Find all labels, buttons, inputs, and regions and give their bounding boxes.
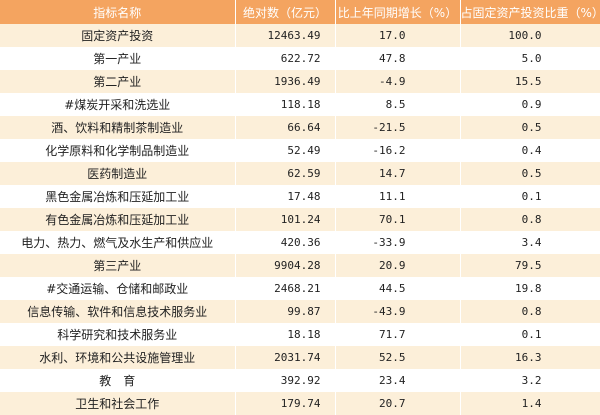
name-cell: 科学研究和技术服务业 xyxy=(0,323,236,346)
number-cell: 8.5 xyxy=(335,93,461,116)
table-row: #交通运输、仓储和邮政业 2468.21 44.5 19.8 xyxy=(0,277,600,300)
number-cell: 14.7 xyxy=(335,162,461,185)
table-row: 第一产业 622.72 47.8 5.0 xyxy=(0,47,600,70)
number-cell: 101.24 xyxy=(235,208,336,231)
name-cell: 水利、环境和公共设施管理业 xyxy=(0,346,236,369)
name-cell: 第一产业 xyxy=(0,47,236,70)
number-cell: 2468.21 xyxy=(235,277,336,300)
table-body: 固定资产投资 12463.49 17.0 100.0 第一产业 622.72 47.8 5.0… xyxy=(0,24,600,415)
number-cell: 3.4 xyxy=(460,231,600,254)
number-cell: 3.2 xyxy=(460,369,600,392)
table-row: 第二产业 1936.49 -4.9 15.5 xyxy=(0,70,600,93)
number-cell: 118.18 xyxy=(235,93,336,116)
number-cell: 179.74 xyxy=(235,392,336,415)
number-cell: 52.5 xyxy=(335,346,461,369)
table-row: 固定资产投资 12463.49 17.0 100.0 xyxy=(0,24,600,47)
number-cell: 70.1 xyxy=(335,208,461,231)
number-cell: 2031.74 xyxy=(235,346,336,369)
number-cell: 420.36 xyxy=(235,231,336,254)
number-cell: -16.2 xyxy=(335,139,461,162)
header-row: 指标名称 绝对数（亿元） 比上年同期增长（%） 占固定资产投资比重（%） xyxy=(0,0,600,24)
number-cell: 0.8 xyxy=(460,300,600,323)
number-cell: 9904.28 xyxy=(235,254,336,277)
number-cell: 20.9 xyxy=(335,254,461,277)
number-cell: -43.9 xyxy=(335,300,461,323)
header-cell: 指标名称 xyxy=(0,0,236,24)
number-cell: 392.92 xyxy=(235,369,336,392)
name-cell: 酒、饮料和精制茶制造业 xyxy=(0,116,236,139)
table-row: 教 育 392.92 23.4 3.2 xyxy=(0,369,600,392)
name-cell: 有色金属冶炼和压延加工业 xyxy=(0,208,236,231)
number-cell: 5.0 xyxy=(460,47,600,70)
table-row: 黑色金属冶炼和压延加工业 17.48 11.1 0.1 xyxy=(0,185,600,208)
number-cell: 79.5 xyxy=(460,254,600,277)
name-cell: 第二产业 xyxy=(0,70,236,93)
name-cell: 信息传输、软件和信息技术服务业 xyxy=(0,300,236,323)
table-row: 有色金属冶炼和压延加工业 101.24 70.1 0.8 xyxy=(0,208,600,231)
number-cell: -21.5 xyxy=(335,116,461,139)
number-cell: 0.1 xyxy=(460,323,600,346)
name-cell: 医药制造业 xyxy=(0,162,236,185)
number-cell: 23.4 xyxy=(335,369,461,392)
table-row: 医药制造业 62.59 14.7 0.5 xyxy=(0,162,600,185)
number-cell: 71.7 xyxy=(335,323,461,346)
name-cell: 化学原料和化学制品制造业 xyxy=(0,139,236,162)
name-cell: #煤炭开采和洗选业 xyxy=(0,93,236,116)
table-row: 卫生和社会工作 179.74 20.7 1.4 xyxy=(0,392,600,415)
number-cell: 17.0 xyxy=(335,24,461,47)
name-cell: 教 育 xyxy=(0,369,236,392)
number-cell: 0.5 xyxy=(460,116,600,139)
number-cell: 19.8 xyxy=(460,277,600,300)
number-cell: 17.48 xyxy=(235,185,336,208)
number-cell: 100.0 xyxy=(460,24,600,47)
number-cell: 44.5 xyxy=(335,277,461,300)
table-row: 酒、饮料和精制茶制造业 66.64 -21.5 0.5 xyxy=(0,116,600,139)
table-row: 电力、热力、燃气及水生产和供应业 420.36 -33.9 3.4 xyxy=(0,231,600,254)
number-cell: 16.3 xyxy=(460,346,600,369)
number-cell: 99.87 xyxy=(235,300,336,323)
number-cell: 0.1 xyxy=(460,185,600,208)
number-cell: 11.1 xyxy=(335,185,461,208)
name-cell: 卫生和社会工作 xyxy=(0,392,236,415)
number-cell: 20.7 xyxy=(335,392,461,415)
header-cell: 绝对数（亿元） xyxy=(235,0,336,24)
number-cell: 62.59 xyxy=(235,162,336,185)
table-row: #煤炭开采和洗选业 118.18 8.5 0.9 xyxy=(0,93,600,116)
name-cell: 电力、热力、燃气及水生产和供应业 xyxy=(0,231,236,254)
table-row: 化学原料和化学制品制造业 52.49 -16.2 0.4 xyxy=(0,139,600,162)
number-cell: 622.72 xyxy=(235,47,336,70)
table-row: 科学研究和技术服务业 18.18 71.7 0.1 xyxy=(0,323,600,346)
number-cell: 0.8 xyxy=(460,208,600,231)
name-cell: 第三产业 xyxy=(0,254,236,277)
number-cell: 15.5 xyxy=(460,70,600,93)
table-row: 水利、环境和公共设施管理业 2031.74 52.5 16.3 xyxy=(0,346,600,369)
number-cell: 18.18 xyxy=(235,323,336,346)
name-cell: #交通运输、仓储和邮政业 xyxy=(0,277,236,300)
name-cell: 黑色金属冶炼和压延加工业 xyxy=(0,185,236,208)
table-row: 信息传输、软件和信息技术服务业 99.87 -43.9 0.8 xyxy=(0,300,600,323)
number-cell: 0.4 xyxy=(460,139,600,162)
number-cell: 12463.49 xyxy=(235,24,336,47)
number-cell: 52.49 xyxy=(235,139,336,162)
name-cell: 固定资产投资 xyxy=(0,24,236,47)
number-cell: -33.9 xyxy=(335,231,461,254)
number-cell: 47.8 xyxy=(335,47,461,70)
number-cell: -4.9 xyxy=(335,70,461,93)
number-cell: 1.4 xyxy=(460,392,600,415)
number-cell: 1936.49 xyxy=(235,70,336,93)
header-cell: 比上年同期增长（%） xyxy=(335,0,461,24)
number-cell: 0.5 xyxy=(460,162,600,185)
table-row: 第三产业 9904.28 20.9 79.5 xyxy=(0,254,600,277)
header-cell: 占固定资产投资比重（%） xyxy=(460,0,600,24)
number-cell: 0.9 xyxy=(460,93,600,116)
number-cell: 66.64 xyxy=(235,116,336,139)
